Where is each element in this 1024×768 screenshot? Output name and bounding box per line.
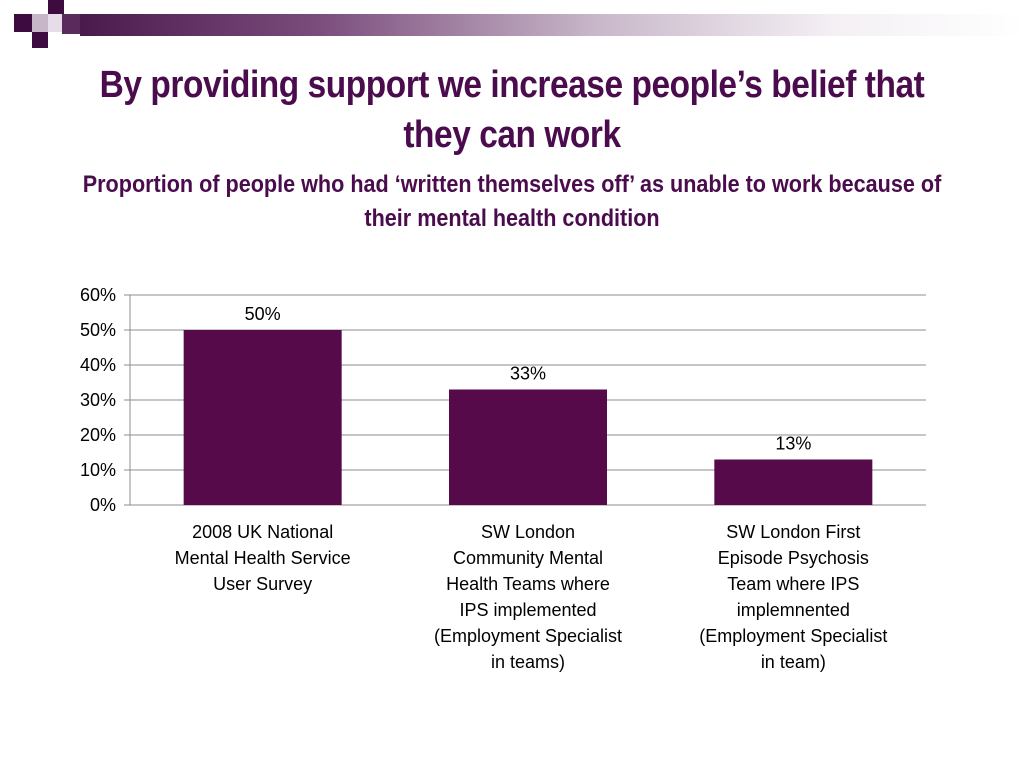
x-category-label: 2008 UK National Mental Health Service U…	[174, 522, 351, 594]
y-tick-label: 60%	[80, 285, 116, 305]
data-label: 33%	[510, 364, 546, 384]
slide-subtitle: Proportion of people who had ‘written th…	[82, 171, 942, 232]
x-category-label: SW London First Episode Psychosis Team w…	[699, 522, 888, 672]
y-tick-label: 50%	[80, 320, 116, 340]
y-tick-label: 20%	[80, 425, 116, 445]
bar	[449, 389, 607, 505]
header-square	[62, 14, 80, 34]
header-square	[14, 14, 32, 32]
y-tick-label: 30%	[80, 390, 116, 410]
bar	[183, 330, 342, 505]
header-square	[48, 14, 62, 32]
header-square	[32, 14, 48, 32]
y-tick-label: 10%	[80, 460, 116, 480]
data-label: 13%	[775, 434, 811, 454]
header-gradient-bar	[80, 14, 1024, 36]
header-square	[32, 32, 48, 48]
bar	[714, 459, 873, 505]
y-tick-label: 0%	[90, 495, 116, 515]
data-label: 50%	[245, 304, 281, 324]
slide-title: By providing support we increase people’…	[99, 64, 925, 156]
y-tick-label: 40%	[80, 355, 116, 375]
x-category-label: SW London Community Mental Health Teams …	[433, 522, 623, 672]
header-square	[48, 0, 64, 14]
header-decoration	[0, 0, 1024, 48]
